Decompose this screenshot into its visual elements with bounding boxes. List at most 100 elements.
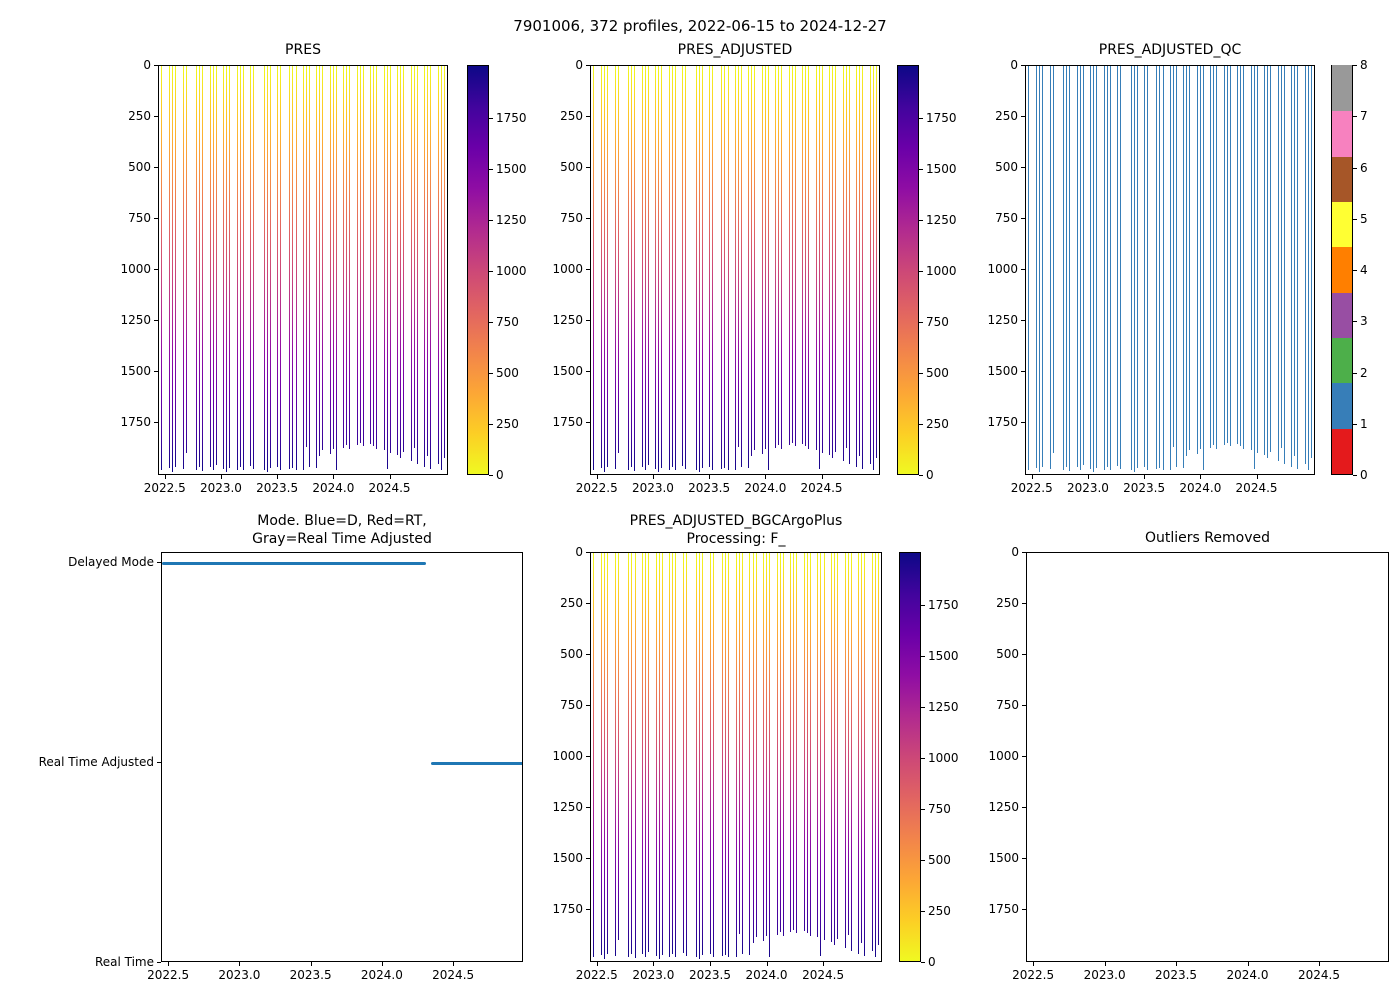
y-tick	[586, 552, 590, 553]
colorbar-tick-label: 1750	[928, 598, 959, 613]
profile-line	[295, 66, 297, 470]
colorbar-tick	[1353, 475, 1357, 476]
x-tick-label: 2023.0	[631, 481, 674, 495]
x-tick	[596, 475, 598, 479]
x-tick-label: 2024.0	[1179, 481, 1222, 495]
colorbar-tick	[921, 809, 925, 810]
profile-line	[856, 66, 858, 468]
colorbar-tick-label: 0	[928, 955, 936, 969]
qc-colorbar-segment	[1332, 427, 1352, 474]
profile-line	[1226, 66, 1228, 443]
colorbar-tick-label: 750	[926, 315, 949, 329]
profile-line	[817, 553, 819, 938]
y-tick	[586, 857, 590, 859]
qc-colorbar-segment	[1332, 201, 1352, 248]
colorbar-tick-label: 1750	[496, 111, 527, 126]
profile-line	[373, 66, 375, 447]
y-tick	[586, 166, 590, 168]
bgc-processing-plot	[590, 552, 882, 962]
profile-line	[1280, 66, 1282, 448]
y-tick	[1021, 115, 1025, 117]
y-tick-label: 1000	[120, 261, 151, 276]
profile-line	[794, 66, 796, 446]
y-tick-label: 1000	[987, 261, 1018, 276]
profile-line	[728, 553, 730, 957]
profile-line	[1243, 66, 1245, 449]
colorbar-tick-label: 250	[928, 904, 951, 918]
x-tick-label: 2023.0	[1066, 481, 1109, 495]
profile-line	[698, 66, 700, 472]
y-tick-label: 1250	[120, 312, 151, 327]
profile-line	[223, 66, 225, 470]
profile-line	[869, 66, 871, 464]
y-tick-label: 1750	[120, 414, 151, 429]
profile-line	[672, 553, 674, 955]
y-tick-label: 1500	[552, 363, 583, 378]
profile-line	[861, 553, 863, 943]
colorbar-tick	[1353, 116, 1357, 118]
y-tick	[586, 115, 590, 117]
profile-line	[802, 66, 804, 444]
profile-line	[755, 553, 757, 937]
profile-line	[803, 553, 805, 931]
profile-line	[305, 66, 307, 448]
x-tick	[823, 962, 825, 966]
y-tick-label: 1250	[552, 312, 583, 327]
profile-line	[830, 553, 832, 942]
y-tick	[1022, 653, 1026, 655]
colorbar-tick-label: 0	[496, 468, 504, 482]
y-tick-label: 0	[1011, 545, 1019, 559]
profile-line	[335, 66, 337, 470]
profile-line	[767, 66, 769, 470]
x-tick-label: 2023.0	[632, 968, 675, 982]
profile-line	[319, 66, 321, 456]
profile-line	[403, 66, 405, 452]
profile-line	[1183, 66, 1185, 469]
y-tick	[586, 217, 590, 219]
profile-line	[712, 66, 714, 470]
colorbar-tick	[1353, 270, 1357, 271]
profile-line	[796, 553, 798, 933]
profile-line	[1210, 66, 1212, 448]
colorbar-tick-label: 1750	[926, 111, 957, 126]
profile-line	[416, 66, 418, 464]
y-tick	[154, 166, 158, 168]
colorbar-tick	[1353, 167, 1357, 169]
profile-line	[1237, 66, 1239, 444]
y-tick	[586, 704, 590, 706]
profile-line	[790, 553, 792, 932]
profile-line	[383, 66, 385, 451]
y-tick	[1022, 857, 1026, 859]
x-tick-label: 2023.5	[688, 968, 731, 982]
profile-line	[182, 66, 184, 469]
x-tick-label: 2023.5	[289, 968, 332, 982]
profile-line	[661, 66, 663, 468]
y-tick-label: 250	[560, 108, 583, 123]
profile-line	[727, 66, 729, 470]
colorbar-tick	[919, 475, 923, 476]
colorbar-tick	[919, 373, 923, 374]
profile-line	[842, 66, 844, 461]
profile-line	[269, 66, 271, 469]
profile-line	[821, 66, 823, 453]
profile-line	[263, 66, 265, 470]
profile-line	[725, 553, 727, 956]
x-tick-label: 2024.0	[744, 481, 787, 495]
y-tick	[1021, 217, 1025, 219]
profile-line	[614, 553, 616, 956]
colorbar-tick-label: 1250	[926, 213, 957, 228]
profile-line	[818, 66, 820, 469]
profile-line	[847, 553, 849, 935]
x-tick	[765, 475, 767, 479]
profile-line	[641, 66, 643, 467]
profile-line	[1250, 66, 1252, 451]
colorbar-tick-label: 750	[928, 802, 951, 816]
profile-line	[871, 553, 873, 951]
profile-line	[172, 66, 174, 472]
profile-line	[779, 553, 781, 933]
profile-line	[343, 66, 345, 448]
qc-colorbar-segment	[1332, 291, 1352, 339]
profile-line	[1169, 66, 1171, 470]
profile-line	[370, 66, 372, 444]
x-tick	[381, 962, 383, 966]
